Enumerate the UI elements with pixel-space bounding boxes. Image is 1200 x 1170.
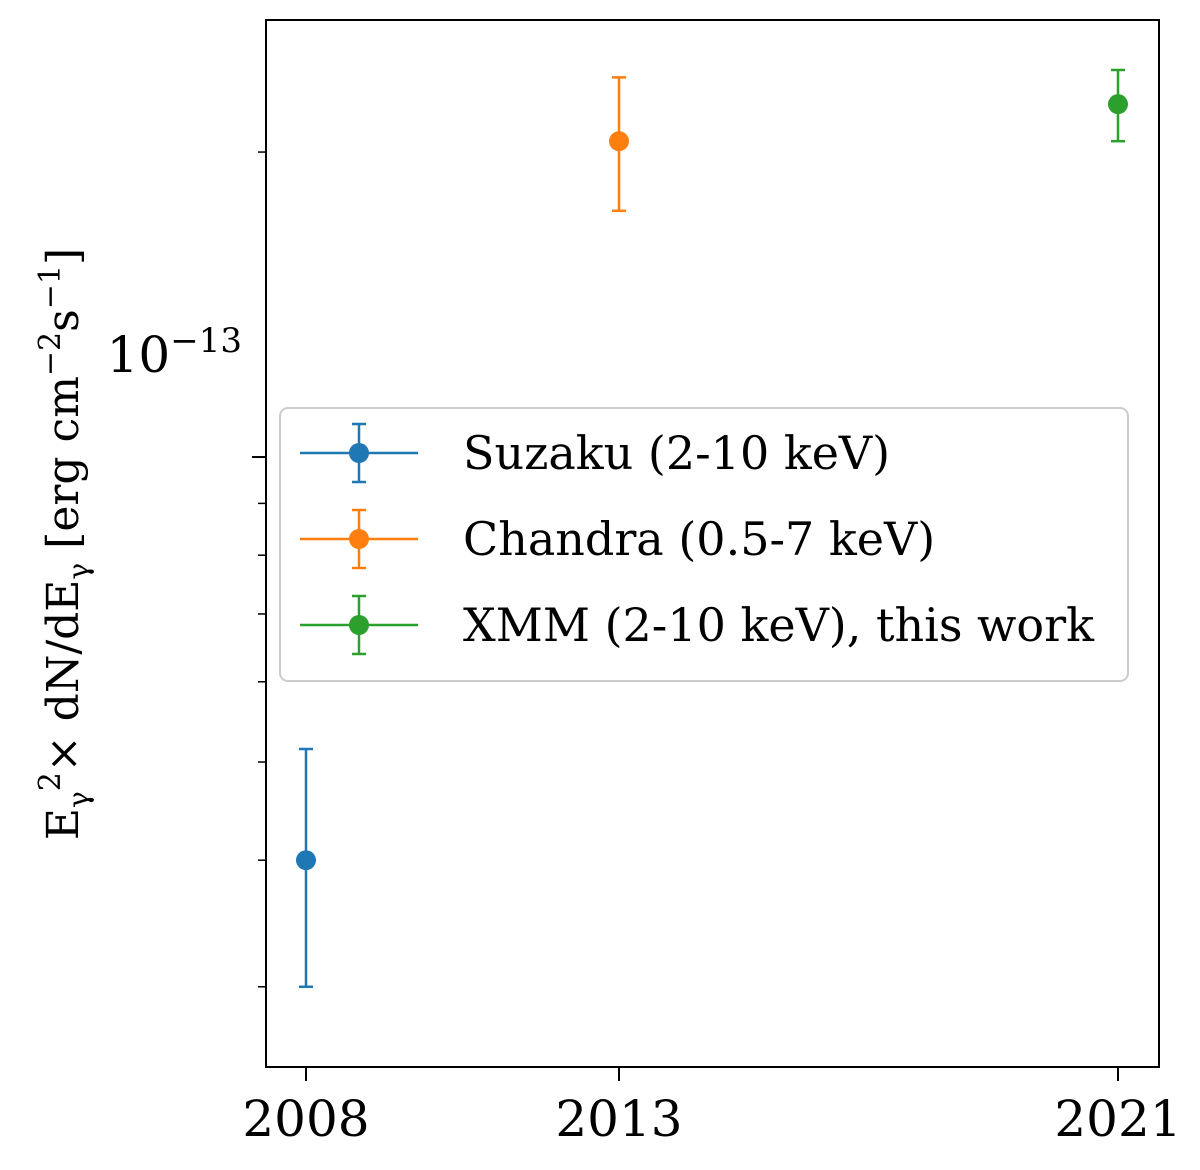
data-point xyxy=(1108,94,1128,115)
series-chandra xyxy=(609,76,629,213)
y-major-tick-base: 10 xyxy=(107,326,171,384)
legend-items: Suzaku (2-10 keV) Chandra (0.5-7 keV) XMM … xyxy=(300,422,1095,656)
x-tick-label: 2013 xyxy=(555,1090,682,1148)
y-axis-label: Eγ2× dN/dEγ [erg cm−2s−1] xyxy=(33,248,95,840)
data-point xyxy=(609,131,629,152)
ylabel-unit-open: [erg cm xyxy=(38,376,89,563)
ylabel-sub-gamma-2: γ xyxy=(62,563,95,580)
legend-marker xyxy=(349,443,369,463)
ylabel-sup-two: 2 xyxy=(33,772,68,791)
legend-label: Chandra (0.5-7 keV) xyxy=(463,512,935,566)
ylabel-times: × dN/dE xyxy=(38,580,89,773)
legend-entry: Chandra (0.5-7 keV) xyxy=(300,508,935,570)
series-suzaku xyxy=(296,747,316,989)
legend-marker xyxy=(349,615,369,635)
axes: 2008 2013 2021 10−13 xyxy=(107,19,1182,1148)
y-major-tick-label: 10−13 xyxy=(107,321,242,384)
ylabel-sup-minus-two: −2 xyxy=(33,332,68,376)
data-point xyxy=(296,850,316,871)
x-tick-label: 2008 xyxy=(242,1090,369,1148)
ylabel-lead: E xyxy=(38,808,89,840)
x-tick-label: 2021 xyxy=(1054,1090,1181,1148)
series-layer xyxy=(296,68,1128,989)
legend-entry: Suzaku (2-10 keV) xyxy=(300,422,890,484)
legend-label: Suzaku (2-10 keV) xyxy=(463,426,890,480)
ylabel-sup-minus-one: −1 xyxy=(33,265,68,309)
plot-frame xyxy=(265,19,1160,1068)
legend-box xyxy=(279,407,1129,682)
series-xmm xyxy=(1108,68,1128,143)
svg-text:Eγ2× dN/dEγ [erg cm−2s−1]: Eγ2× dN/dEγ [erg cm−2s−1] xyxy=(33,248,95,840)
x-axis-ticks: 2008 2013 2021 xyxy=(242,1067,1182,1148)
legend: Suzaku (2-10 keV) Chandra (0.5-7 keV) XMM … xyxy=(279,407,1129,682)
ylabel-unit-close: ] xyxy=(38,248,89,265)
ylabel-sub-gamma: γ xyxy=(62,791,95,808)
y-axis-ticks xyxy=(252,151,266,988)
legend-entry: XMM (2-10 keV), this work xyxy=(300,594,1095,656)
ylabel-unit-s: s xyxy=(38,309,89,332)
legend-label: XMM (2-10 keV), this work xyxy=(463,598,1095,652)
legend-marker xyxy=(349,529,369,549)
y-major-tick-exponent: −13 xyxy=(170,321,242,361)
